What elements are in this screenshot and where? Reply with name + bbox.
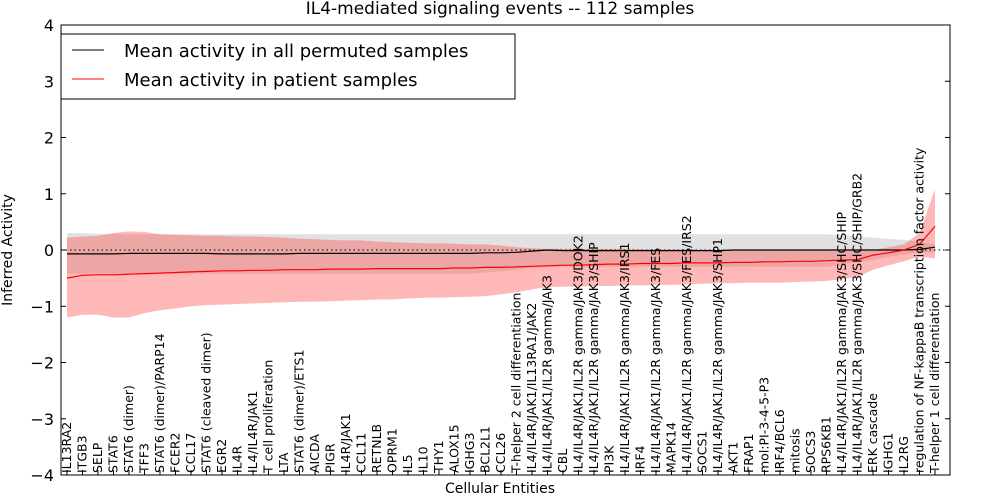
- patient-mean-line: [66, 226, 936, 279]
- x-tick-label: STAT6 (cleaved dimer): [199, 332, 214, 473]
- x-tick-label: SELP: [90, 442, 105, 473]
- x-tick-label: TFF3: [137, 443, 152, 474]
- x-tick-label: IGHG1: [881, 433, 896, 473]
- x-tick-label: ERK cascade: [865, 393, 880, 473]
- x-axis-label: Cellular Entities: [445, 481, 555, 497]
- x-tick-label: T-helper 1 cell differentiation: [927, 293, 942, 474]
- x-tick-label: RETNLB: [369, 424, 384, 473]
- x-tick-label: mitosis: [788, 428, 803, 473]
- x-tick-label: IL4/IL4R/JAK1/IL2R gamma/JAK3/DOK2: [571, 235, 586, 473]
- y-tick-label: 2: [44, 129, 54, 148]
- x-tick-label: THY1: [431, 440, 446, 474]
- x-tick-label: CBL: [555, 449, 570, 473]
- y-axis: −4 −3 −2 −1 0 1 2 3 4: [30, 16, 950, 485]
- x-tick-label: IL4/IL4R/JAK1/IL2R gamma/JAK3/SHP1: [710, 238, 725, 473]
- x-tick-label: IL4R: [230, 445, 245, 473]
- x-tick-label: T-helper 2 cell differentiation: [509, 293, 524, 474]
- y-tick-label: −1: [30, 297, 54, 316]
- x-tick-label: AICDA: [307, 434, 322, 473]
- series-lines: [66, 226, 936, 279]
- x-tick-label: LTA: [276, 452, 291, 473]
- x-tick-label: ITGB3: [75, 435, 90, 473]
- y-tick-label: 0: [44, 241, 54, 260]
- x-tick-label: IL4/IL4R/JAK1: [245, 391, 260, 473]
- x-tick-label: PIGR: [323, 443, 338, 473]
- x-tick-label: STAT6 (dimer): [121, 385, 136, 473]
- y-tick-label: −2: [30, 354, 54, 373]
- x-tick-label: SOCS1: [695, 431, 710, 473]
- y-tick-label: −4: [30, 466, 54, 485]
- x-tick-label: STAT6 (dimer)/ETS1: [292, 349, 307, 473]
- legend-box: [60, 33, 516, 100]
- x-tick-label: STAT6: [106, 435, 121, 473]
- x-tick-label: CCL17: [183, 433, 198, 473]
- x-tick-label: IL4/IL4R/JAK1/IL2R gamma/JAK3/SHIP: [586, 242, 601, 473]
- x-tick-label: FCER2: [168, 433, 183, 473]
- x-axis: IL13RA2 ITGB3 SELP STAT6 STAT6 (dimer) TFF3 ST…: [59, 147, 942, 475]
- x-tick-label: IL5: [400, 454, 415, 473]
- y-axis-label: Inferred Activity: [0, 194, 16, 306]
- y-tick-label: 4: [44, 16, 54, 35]
- x-tick-label: IL4R/JAK1: [338, 413, 353, 473]
- x-tick-label: AKT1: [726, 442, 741, 473]
- y-tick-label: 1: [44, 185, 54, 204]
- x-tick-label: IL2RG: [896, 436, 911, 473]
- x-tick-label: ALOX15: [447, 424, 462, 473]
- x-tick-label: IL4/IL4R/JAK1/IL2R gamma/JAK3: [540, 275, 555, 473]
- x-tick-label: OPRM1: [385, 428, 400, 473]
- x-tick-label: BCL2L1: [478, 426, 493, 473]
- x-tick-label: IL4/IL4R/JAK1/IL2R gamma/JAK3/SHC/SHIP/G…: [850, 173, 865, 473]
- x-tick-label: regulation of NF-kappaB transcription fa…: [912, 147, 927, 473]
- x-tick-label: CCL26: [493, 433, 508, 473]
- x-tick-label: IL4/IL4R/JAK1/IL13RA1/JAK2: [524, 303, 539, 473]
- x-tick-label: EGR2: [214, 439, 229, 473]
- x-tick-label: CCL11: [354, 433, 369, 473]
- x-tick-label: STAT6 (dimer)/PARP14: [152, 333, 167, 473]
- x-tick-label: SOCS3: [803, 431, 818, 473]
- x-tick-label: IL10: [416, 446, 431, 473]
- x-tick-label: IL4/IL4R/JAK1/IL2R gamma/JAK3/IRS1: [617, 243, 632, 473]
- x-tick-label: IGHG3: [462, 433, 477, 473]
- y-tick-label: −3: [30, 410, 54, 429]
- x-tick-label: IL13RA2: [59, 422, 74, 473]
- x-tick-label: mol:PI-3-4-5-P3: [757, 377, 772, 473]
- x-tick-label: IL4/IL4R/JAK1/IL2R gamma/JAK3/FES: [648, 248, 663, 473]
- x-tick-label: IL4/IL4R/JAK1/IL2R gamma/JAK3/SHC/SHIP: [834, 212, 849, 473]
- permuted-mean-line: [67, 246, 936, 255]
- legend: Mean activity in all permuted samples Me…: [60, 33, 516, 100]
- legend-label-patient: Mean activity in patient samples: [124, 70, 418, 91]
- y-tick-label: 3: [44, 72, 54, 91]
- x-tick-label: RPS6KB1: [819, 416, 834, 473]
- x-tick-label: FRAP1: [741, 434, 756, 473]
- x-tick-label: MAPK14: [664, 422, 679, 473]
- x-tick-label: IL4/IL4R/JAK1/IL2R gamma/JAK3/FES/IRS2: [679, 215, 694, 473]
- chart-title: IL4-mediated signaling events -- 112 sam…: [306, 0, 695, 19]
- x-tick-label: IRF4/BCL6: [772, 409, 787, 473]
- x-tick-label: PI3K: [602, 445, 617, 473]
- x-tick-label: IRF4: [633, 445, 648, 473]
- x-tick-label: T cell proliferation: [261, 360, 276, 474]
- legend-label-permuted: Mean activity in all permuted samples: [124, 41, 468, 62]
